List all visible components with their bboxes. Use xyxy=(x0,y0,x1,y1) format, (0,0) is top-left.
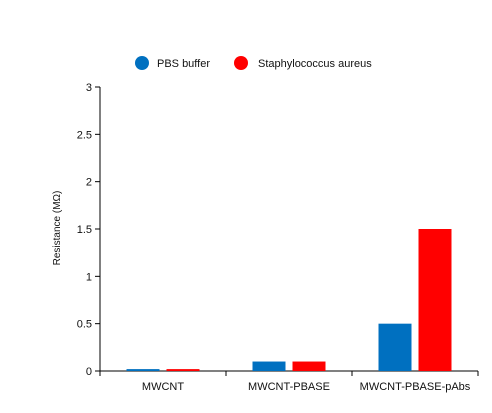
y-tick-label: 2 xyxy=(86,177,92,189)
axes: Resistance (MΩ) 0 0.5 1 1.5 2 2.5 3 MWCNT MWCNT-… xyxy=(52,82,479,393)
y-tick-label: 3 xyxy=(86,82,92,94)
legend: PBS buffer Staphylococcus aureus xyxy=(135,56,372,70)
y-tick-label: 1.5 xyxy=(77,224,92,236)
bar-pbs-buffer xyxy=(252,361,286,371)
legend-label: Staphylococcus aureus xyxy=(258,58,372,70)
y-tick-label: 0 xyxy=(86,366,92,378)
bar-staphylococcus-aureus xyxy=(418,229,452,371)
legend-label: PBS buffer xyxy=(157,58,210,70)
bar-staphylococcus-aureus xyxy=(166,369,200,371)
x-tick-label: MWCNT-PBASE-pAbs xyxy=(360,381,471,393)
legend-marker xyxy=(135,56,149,70)
x-tick-label: MWCNT-PBASE xyxy=(248,381,330,393)
x-tick-label: MWCNT xyxy=(142,381,184,393)
bar-pbs-buffer xyxy=(378,323,412,371)
y-axis-label: Resistance (MΩ) xyxy=(52,191,63,266)
y-tick-label: 1 xyxy=(86,271,92,283)
y-tick-label: 0.5 xyxy=(77,319,92,331)
bars xyxy=(126,229,452,371)
legend-marker xyxy=(234,56,248,70)
bar-staphylococcus-aureus xyxy=(292,361,326,371)
bar-pbs-buffer xyxy=(126,369,160,371)
y-tick-label: 2.5 xyxy=(77,129,92,141)
